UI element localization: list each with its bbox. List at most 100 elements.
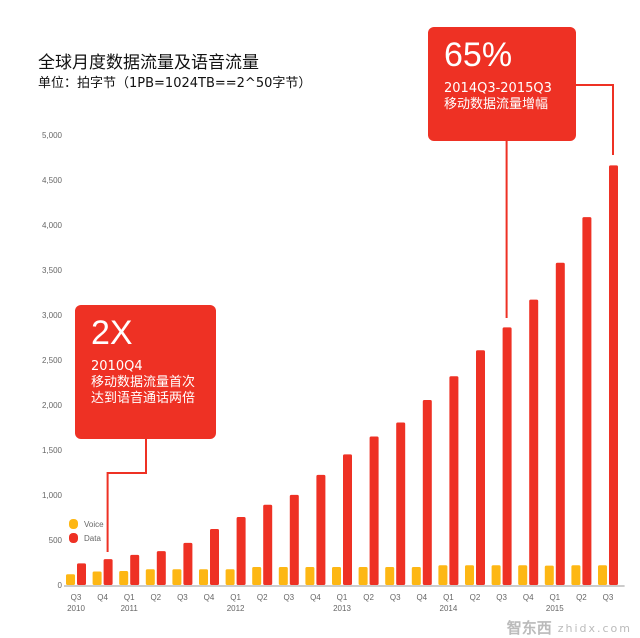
annotation-big: 2X [91,314,133,352]
y-tick-label: 3,500 [42,266,63,275]
bar-data [156,551,166,585]
bar-voice [92,571,102,585]
bar-data [555,262,565,585]
x-year-label: 2013 [333,604,351,613]
bar-voice [278,567,288,585]
chart-subtitle: 单位：拍字节（1PB=1024TB==2^50字节） [38,76,312,91]
x-year-label: 2012 [227,604,245,613]
x-tick-label: Q2 [576,593,587,602]
x-tick-label: Q3 [177,593,188,602]
legend-swatch-voice [69,519,78,529]
x-tick-label: Q3 [496,593,507,602]
bar-data [582,217,592,585]
bar-voice [438,565,448,585]
annotation-line: 移动数据流量增幅 [444,97,549,112]
x-tick-label: Q2 [470,593,481,602]
bar-voice [199,569,208,585]
y-tick-label: 5,000 [42,131,63,140]
x-tick-label: Q4 [523,593,534,602]
x-tick-label: Q3 [283,593,294,602]
bar-voice [465,565,474,585]
bar-voice [571,565,581,585]
bar-voice [66,574,75,585]
bar-data [529,299,539,585]
bar-data [502,327,512,585]
y-tick-label: 1,000 [42,491,63,500]
bar-data [210,529,219,585]
x-year-label: 2011 [121,604,139,613]
y-tick-label: 4,000 [42,221,63,230]
legend-label: Voice [84,520,104,529]
x-tick-label: Q1 [337,593,348,602]
bar-voice [252,567,262,585]
bar-voice [332,567,341,585]
bar-voice [491,565,501,585]
watermark-url: zhidx.com [557,621,632,635]
bar-data [77,563,86,585]
bar-data [130,554,140,585]
bar-voice [411,567,421,585]
bar-data [263,504,273,585]
y-tick-label: 500 [49,536,63,545]
y-tick-label: 3,000 [42,311,63,320]
x-tick-label: Q3 [71,593,82,602]
bar-data [103,559,113,585]
watermark: 智东西 zhidx.com [507,619,632,637]
x-tick-label: Q3 [390,593,401,602]
annotation-leader-line [106,439,147,552]
bar-voice [305,567,315,585]
annotation-2x: 2X 2010Q4 移动数据流量首次 达到语音通话两倍 [75,305,216,439]
annotation-line: 2014Q3-2015Q3 [444,81,552,96]
annotation-line: 达到语音通话两倍 [91,391,196,406]
bar-data [422,400,432,585]
chart-title: 全球月度数据流量及语音流量 [38,53,259,73]
y-tick-label: 2,500 [42,356,63,365]
bar-data [476,350,485,585]
bar-data [316,474,326,585]
legend-swatch-data [69,533,78,543]
bar-data [369,436,379,585]
x-tick-label: Q2 [257,593,268,602]
annotation-65: 65% 2014Q3-2015Q3 移动数据流量增幅 [428,27,576,141]
annotation-line: 移动数据流量首次 [91,375,196,390]
x-tick-label: Q1 [549,593,560,602]
bar-voice [598,565,607,585]
x-tick-label: Q4 [416,593,427,602]
annotation-line: 2010Q4 [91,359,143,374]
y-tick-label: 4,500 [42,176,63,185]
x-tick-label: Q4 [310,593,321,602]
legend-label: Data [84,534,101,543]
bar-voice [225,569,235,585]
annotation-big: 65% [444,36,513,74]
bar-data [289,494,299,585]
y-tick-label: 0 [58,581,63,590]
bar-voice [518,565,528,585]
x-tick-label: Q3 [603,593,614,602]
x-tick-label: Q1 [230,593,241,602]
annotation-leader-line [576,84,614,155]
bar-voice [385,567,395,585]
bar-data [609,165,618,585]
x-tick-label: Q2 [363,593,374,602]
x-tick-label: Q2 [150,593,161,602]
bar-voice [119,571,129,585]
bar-voice [358,567,368,585]
x-tick-label: Q1 [124,593,135,602]
bar-voice [544,565,554,585]
bar-data [396,422,406,585]
bar-voice [145,569,155,585]
x-year-label: 2015 [546,604,564,613]
bar-data [449,376,459,585]
x-year-label: 2010 [67,604,85,613]
y-tick-label: 1,500 [42,446,63,455]
bar-data [183,542,193,585]
bar-voice [172,569,182,585]
x-tick-label: Q4 [97,593,108,602]
bar-data [343,454,352,585]
bar-data [236,517,246,585]
y-tick-label: 2,000 [42,401,63,410]
x-tick-label: Q4 [204,593,215,602]
x-tick-label: Q1 [443,593,454,602]
watermark-logo: 智东西 [506,619,552,637]
